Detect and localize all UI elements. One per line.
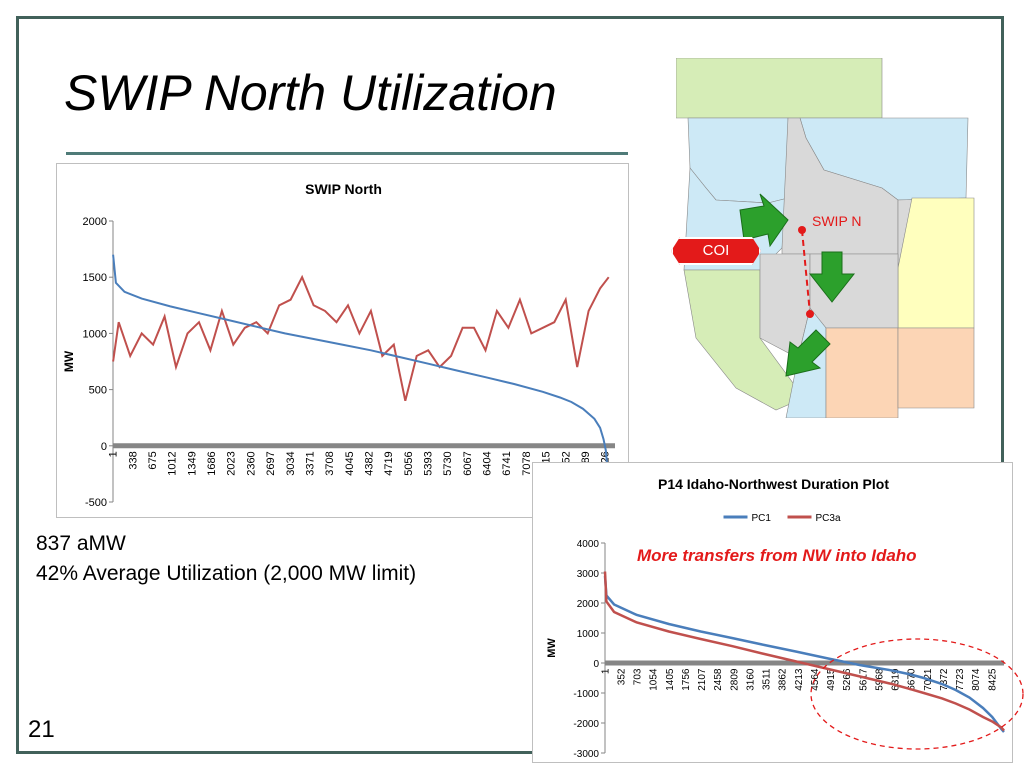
x-tick-label: 2809 (729, 668, 740, 691)
arrow-down-1 (808, 251, 856, 303)
x-tick-label: 6319 (891, 668, 902, 691)
page-number: 21 (28, 716, 55, 743)
series-line-c0504d (112, 274, 610, 402)
swip-north-node (798, 226, 806, 234)
x-tick-label: 1349 (186, 451, 198, 475)
slide-title: SWIP North Utilization (64, 65, 557, 121)
y-tick-label: 1000 (83, 328, 107, 340)
y-axis-label: MW (62, 350, 76, 372)
x-tick-label: 2697 (265, 451, 277, 475)
x-tick-label: 5730 (442, 451, 454, 475)
coi-label: COI (702, 242, 730, 259)
swip-south-node (806, 310, 814, 318)
y-tick-label: 1000 (577, 629, 600, 640)
series-line-4a7ebb (112, 254, 610, 483)
x-tick-label: 7723 (955, 668, 966, 691)
swip-north-chart: SWIP North 2000 1500 1000 500 0 -500 MW 1 338 675 1… (56, 163, 629, 518)
x-tick-label: 7078 (521, 451, 533, 475)
y-tick-label: -1000 (573, 689, 599, 700)
y-tick-label: -2000 (573, 719, 599, 730)
x-tick-label: 2023 (226, 451, 238, 475)
x-tick-label: 8425 (987, 668, 998, 691)
highlight-ellipse (810, 638, 1024, 750)
arrow-down-2 (785, 329, 831, 377)
x-tick-label: 3708 (324, 451, 336, 475)
x-tick-label: 3160 (745, 668, 756, 691)
chart-annotation: More transfers from NW into Idaho (637, 546, 917, 565)
x-tick-label: 2107 (697, 668, 708, 691)
y-tick-label: 0 (593, 659, 599, 670)
x-tick-label: 675 (147, 451, 159, 469)
y-tick-label: 0 (101, 441, 107, 453)
y-tick-label: 3000 (577, 569, 600, 580)
x-tick-label: 4213 (794, 668, 805, 691)
map-region-id (781, 117, 899, 255)
x-tick-label: 703 (633, 668, 644, 685)
map-region-co (897, 327, 975, 409)
map-region-canada (676, 58, 883, 119)
coi-badge: COI (671, 237, 761, 265)
x-tick-label: 2458 (713, 668, 724, 691)
stat-utilization: 42% Average Utilization (2,000 MW limit) (36, 562, 417, 585)
stat-amw: 837 aMW (36, 532, 126, 555)
series-line-pc3a (603, 571, 1005, 732)
x-tick-label: 1012 (167, 451, 179, 475)
x-tick-label: 2360 (245, 451, 257, 475)
y-tick-label: 500 (89, 385, 107, 397)
map-region-nm (825, 327, 899, 418)
x-tick-label: 1 (108, 451, 120, 457)
x-tick-label: 5266 (842, 668, 853, 691)
x-tick-label: 1405 (665, 668, 676, 691)
x-tick-label: 5968 (874, 668, 885, 691)
transmission-map: SWIP N (676, 58, 982, 418)
x-tick-label: 6404 (482, 451, 494, 475)
x-tick-label: 3862 (778, 668, 789, 691)
map-region-east (897, 197, 975, 329)
x-tick-label: 3034 (285, 451, 297, 475)
x-tick-label: 8074 (971, 668, 982, 691)
x-tick-label: 1756 (681, 668, 692, 691)
x-tick-label: 6741 (501, 451, 513, 475)
x-tick-label: 7372 (939, 668, 950, 691)
x-tick-label: 4382 (363, 451, 375, 475)
x-tick-label: 6670 (907, 668, 918, 691)
series-line-pc1 (603, 575, 1005, 733)
x-tick-label: 338 (127, 451, 139, 469)
duration-plot-chart: P14 Idaho-Northwest Duration Plot 4000 300… (532, 462, 1013, 763)
x-tick-label: 6067 (462, 451, 474, 475)
x-tick-label: 4915 (826, 668, 837, 691)
y-tick-label: 1500 (83, 272, 107, 284)
swip-n-label: SWIP N (812, 213, 862, 229)
x-tick-label: 5393 (423, 451, 435, 475)
legend-label: PC1 (752, 513, 772, 524)
x-tick-label: 1054 (649, 668, 660, 691)
swip-line (801, 229, 811, 315)
title-divider (66, 152, 628, 155)
x-tick-label: 5056 (403, 451, 415, 475)
y-axis-label: MW (546, 638, 558, 658)
x-tick-label: 3371 (304, 451, 316, 475)
legend-label: PC3a (816, 513, 841, 524)
x-tick-label: 4719 (383, 451, 395, 475)
duration-plot-chart-svg: P14 Idaho-Northwest Duration Plot 4000 300… (546, 476, 1005, 760)
x-tick-label: 1686 (206, 451, 218, 475)
x-tick-label: 352 (616, 668, 627, 685)
x-tick-label: 4045 (344, 451, 356, 475)
chart-title: P14 Idaho-Northwest Duration Plot (658, 476, 889, 492)
chart-title: SWIP North (305, 181, 382, 197)
swip-north-chart-svg: SWIP North 2000 1500 1000 500 0 -500 MW 1 338 675 1… (62, 181, 615, 509)
y-tick-label: 4000 (577, 539, 600, 550)
x-tick-label: 3511 (762, 668, 773, 690)
x-tick-label: 1 (600, 668, 611, 674)
y-tick-label: -500 (85, 497, 107, 509)
y-tick-label: 2000 (577, 599, 600, 610)
y-tick-label: -3000 (573, 749, 599, 760)
x-tick-label: 5617 (858, 668, 869, 691)
y-tick-label: 2000 (83, 216, 107, 228)
